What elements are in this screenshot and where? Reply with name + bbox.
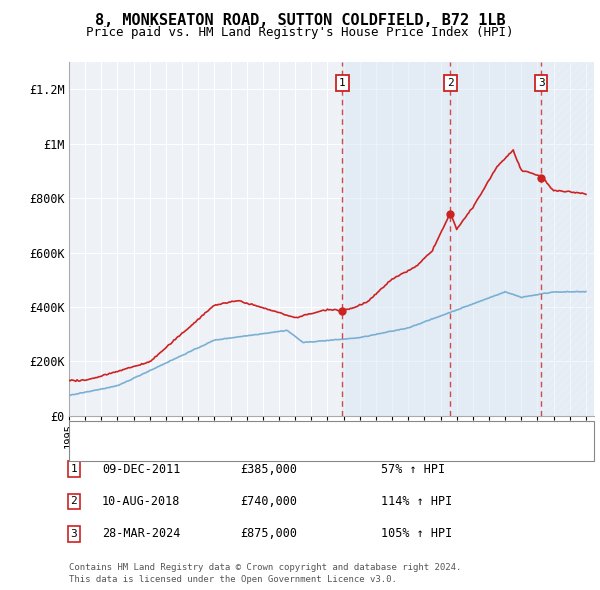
Bar	[541, 62, 594, 416]
Text: 10-AUG-2018: 10-AUG-2018	[102, 495, 181, 508]
Text: 28-MAR-2024: 28-MAR-2024	[102, 527, 181, 540]
Text: 2: 2	[447, 78, 454, 88]
Text: 2: 2	[70, 497, 77, 506]
Text: 57% ↑ HPI: 57% ↑ HPI	[381, 463, 445, 476]
Text: 8, MONKSEATON ROAD, SUTTON COLDFIELD, B72 1LB: 8, MONKSEATON ROAD, SUTTON COLDFIELD, B7…	[95, 13, 505, 28]
Text: 3: 3	[70, 529, 77, 539]
Text: £385,000: £385,000	[240, 463, 297, 476]
Text: 105% ↑ HPI: 105% ↑ HPI	[381, 527, 452, 540]
Text: HPI: Average price, detached house, Birmingham: HPI: Average price, detached house, Birm…	[108, 445, 395, 454]
Text: 09-DEC-2011: 09-DEC-2011	[102, 463, 181, 476]
Text: £740,000: £740,000	[240, 495, 297, 508]
Bar	[451, 62, 541, 416]
Text: 1: 1	[339, 78, 346, 88]
Text: 1: 1	[70, 464, 77, 474]
Text: 3: 3	[538, 78, 545, 88]
Text: £875,000: £875,000	[240, 527, 297, 540]
Text: 114% ↑ HPI: 114% ↑ HPI	[381, 495, 452, 508]
Bar	[343, 62, 451, 416]
Text: 8, MONKSEATON ROAD, SUTTON COLDFIELD, B72 1LB (detached house): 8, MONKSEATON ROAD, SUTTON COLDFIELD, B7…	[108, 427, 496, 437]
Text: Price paid vs. HM Land Registry's House Price Index (HPI): Price paid vs. HM Land Registry's House …	[86, 26, 514, 39]
Text: This data is licensed under the Open Government Licence v3.0.: This data is licensed under the Open Gov…	[69, 575, 397, 584]
Text: Contains HM Land Registry data © Crown copyright and database right 2024.: Contains HM Land Registry data © Crown c…	[69, 563, 461, 572]
